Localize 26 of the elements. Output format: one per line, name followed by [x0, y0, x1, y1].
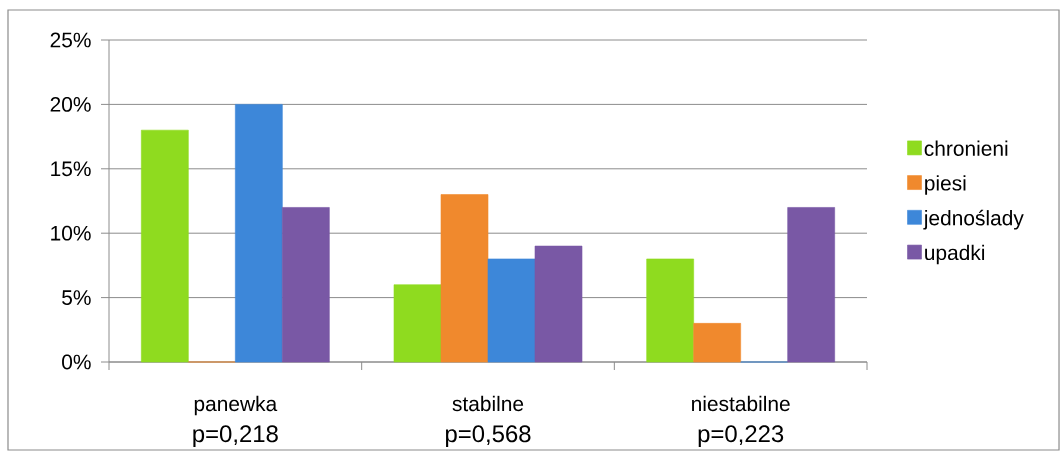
y-tick-label: 5% — [62, 290, 91, 305]
legend-label: upadki — [925, 244, 985, 265]
bar — [787, 207, 835, 363]
y-tick-label: 20% — [50, 96, 91, 112]
bar — [693, 323, 741, 363]
legend-label: chronieni — [924, 140, 1008, 156]
text: p=0,223 — [698, 425, 784, 447]
bar — [534, 245, 583, 363]
legend-label: piesi — [925, 175, 966, 195]
y-tick-label: 10% — [51, 225, 91, 241]
y-tick-label: 25% — [50, 32, 91, 48]
x-tick-label: panewka — [194, 395, 278, 416]
bar — [393, 284, 442, 363]
bar — [440, 194, 489, 363]
bar — [141, 129, 189, 363]
text: p=0,218 — [193, 425, 278, 447]
bar — [487, 258, 536, 363]
legend-label: jednoślady — [923, 209, 1024, 230]
y-tick-label: 0% — [62, 354, 91, 370]
bar — [235, 104, 283, 363]
y-tick-label: 15% — [51, 161, 91, 177]
x-tick-label: niestabilne — [692, 395, 790, 412]
x-tick-label: stabilne — [452, 395, 524, 412]
bar — [282, 207, 330, 363]
bar — [646, 258, 694, 363]
text: p=0,568 — [446, 425, 531, 447]
